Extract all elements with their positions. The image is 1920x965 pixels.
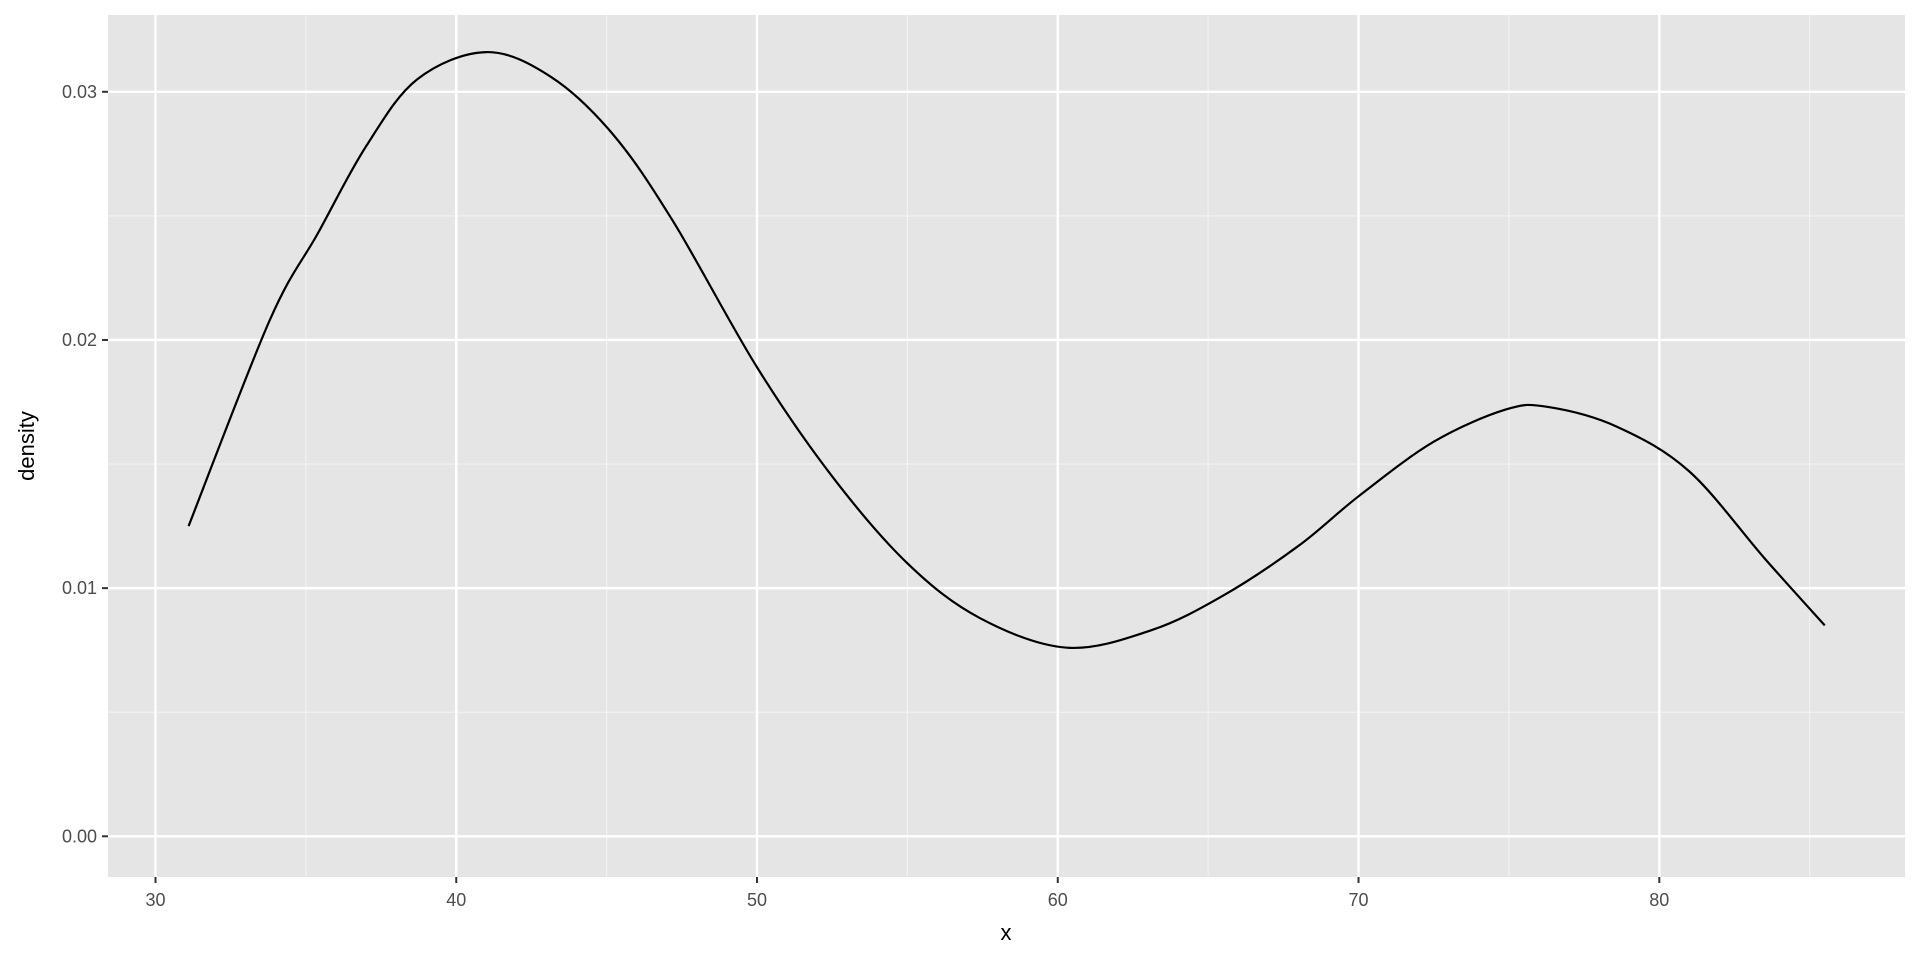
y-axis-title: density: [14, 411, 39, 481]
x-tick-label: 30: [145, 890, 165, 910]
y-tick-label: 0.01: [62, 578, 97, 598]
y-tick-label: 0.00: [62, 826, 97, 846]
x-tick-label: 70: [1349, 890, 1369, 910]
y-tick-label: 0.02: [62, 330, 97, 350]
x-tick-label: 60: [1048, 890, 1068, 910]
x-axis-title: x: [1001, 920, 1012, 945]
y-tick-label: 0.03: [62, 82, 97, 102]
x-axis: 30 40 50 60 70 80: [145, 877, 1669, 910]
minor-gridlines: [108, 15, 1905, 877]
x-tick-label: 40: [446, 890, 466, 910]
x-tick-label: 50: [747, 890, 767, 910]
y-axis: 0.00 0.01 0.02 0.03: [62, 82, 108, 846]
x-tick-label: 80: [1649, 890, 1669, 910]
density-curve: [187, 50, 1826, 650]
major-gridlines: [108, 15, 1905, 877]
plot-panel: [108, 15, 1905, 877]
